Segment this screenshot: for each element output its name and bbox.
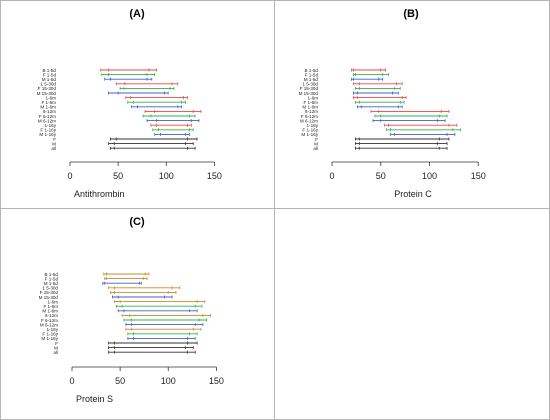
category-label: M [54,345,58,350]
x-tick-label: 0 [69,376,74,386]
panel-divider-horizontal [0,208,550,209]
category-label: B 1-5d [44,272,58,277]
category-label: M 1-6m [42,309,58,314]
category-label: F 6-12m [301,114,318,119]
category-label: F 15-30d [300,86,319,91]
panel-divider-vertical [274,0,275,420]
category-label: F 1-5d [43,72,57,77]
category-label: M 15-30d [39,295,59,300]
category-label: 1 5-30d [302,82,318,87]
category-label: M 6-12m [40,322,58,327]
category-label: B 1-5d [304,68,318,73]
x-tick-label: 0 [67,171,72,181]
category-label: M 1-5d [44,281,59,286]
x-tick-label: 150 [471,171,486,181]
category-label: 6-12m [43,109,56,114]
category-label: M 15-30d [299,91,319,96]
category-label: 1 5-30d [40,82,56,87]
category-label: F 1-5d [305,72,319,77]
x-axis-title: Protein C [394,189,432,199]
x-tick-label: 50 [113,171,123,181]
category-label: F 6-12m [39,114,56,119]
category-label: M 1-6m [302,105,318,110]
x-tick-label: 100 [161,376,176,386]
category-label: M 6-12m [38,118,56,123]
category-label: all [53,350,58,355]
category-label: all [51,146,56,151]
category-label: F 6-12m [41,318,58,323]
category-label: F 1-6m [41,100,56,105]
x-tick-label: 150 [207,171,222,181]
category-label: F 1-16y [40,128,56,133]
category-label: 6-12m [45,313,58,318]
category-label: M 1-16y [39,132,56,137]
x-tick-label: 50 [115,376,125,386]
category-label: M [314,141,318,146]
category-label: F 1-16y [302,128,318,133]
category-label: M 15-30d [37,91,57,96]
x-tick-label: 50 [376,171,386,181]
x-tick-label: 0 [329,171,334,181]
x-axis-title: Antithrombin [74,189,125,199]
category-label: F 15-30d [38,86,57,91]
category-label: F 15-30d [40,290,59,295]
panel-label: (A) [129,8,145,20]
category-label: M 1-5d [304,77,319,82]
x-tick-label: 150 [209,376,224,386]
category-label: F [53,137,56,142]
category-label: 6-12m [305,109,318,114]
category-label: 1-16y [307,123,319,128]
category-label: F [315,137,318,142]
category-label: M 6-12m [300,118,318,123]
category-label: M 1-5d [42,77,57,82]
x-tick-label: 100 [422,171,437,181]
category-label: F 1-5d [45,276,59,281]
category-label: all [313,146,318,151]
category-label: F 1-16y [42,332,58,337]
panel-label: (B) [403,8,419,20]
category-label: 1-6m [46,95,57,100]
category-label: 1-6m [308,95,319,100]
category-label: F [55,341,58,346]
category-label: M 1-6m [40,105,56,110]
category-label: M 1-16y [301,132,318,137]
x-tick-label: 100 [159,171,174,181]
x-axis-title: Protein S [76,394,113,404]
category-label: 1-16y [45,123,57,128]
panel-label: (C) [129,216,145,228]
category-label: 1 5-30d [42,286,58,291]
category-label: 1-16y [47,327,59,332]
category-label: M [52,141,56,146]
category-label: M 1-16y [41,336,58,341]
category-label: B 1-5d [42,68,56,73]
category-label: F 1-6m [43,304,58,309]
category-label: F 1-6m [303,100,318,105]
category-label: 1-6m [48,299,59,304]
